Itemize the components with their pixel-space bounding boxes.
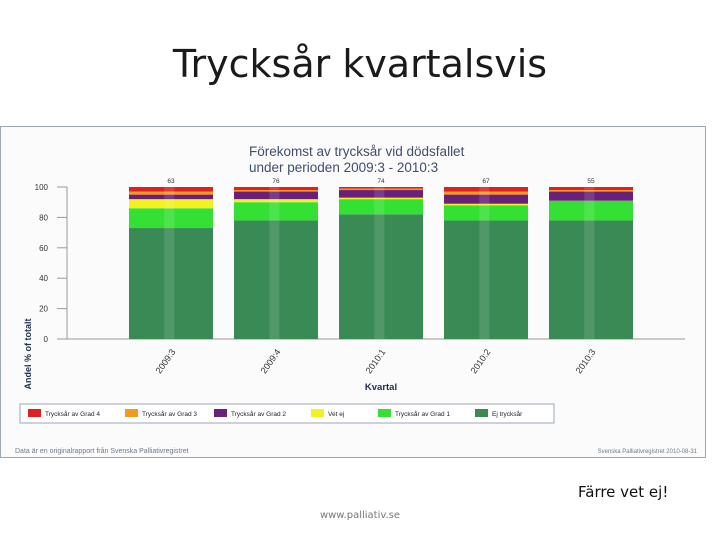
bar-segment xyxy=(234,202,318,221)
bar-segment xyxy=(444,220,528,339)
chart-panel: Förekomst av trycksår vid dödsfallet und… xyxy=(0,126,706,458)
bar-count-label: 55 xyxy=(587,178,595,185)
source-note: Data är en originalrapport från Svenska … xyxy=(15,447,189,455)
legend-label: Ej trycksår xyxy=(492,410,523,418)
stacked-bar-chart: Förekomst av trycksår vid dödsfallet und… xyxy=(1,127,705,457)
bar-segment xyxy=(234,187,318,191)
y-tick-label: 80 xyxy=(39,213,48,222)
bar-segment xyxy=(129,187,213,192)
legend-swatch xyxy=(214,409,227,417)
y-tick-label: 60 xyxy=(39,244,48,253)
bar-segment xyxy=(339,199,423,215)
bar-segment xyxy=(549,187,633,191)
bar-segment xyxy=(234,191,318,200)
legend-label: Trycksår av Grad 2 xyxy=(231,410,286,418)
bar-count-label: 74 xyxy=(377,178,385,185)
slide-note: Färre vet ej! xyxy=(578,483,669,501)
slide-footer: www.palliativ.se xyxy=(319,510,401,521)
y-tick-group: 0 20 40 60 80 100 xyxy=(35,183,67,344)
date-note: Svenska Palliativregistret 2010-08-31 xyxy=(598,449,698,455)
chart-title: Förekomst av trycksår vid dödsfallet xyxy=(249,144,465,159)
bar-segment xyxy=(234,199,318,203)
legend-box xyxy=(19,403,555,424)
bar-segment xyxy=(234,190,318,192)
bar-segment xyxy=(129,199,213,209)
bar-count-label: 63 xyxy=(167,178,175,185)
y-tick-label: 100 xyxy=(35,183,49,192)
bar-highlight xyxy=(164,187,175,339)
y-tick-label: 0 xyxy=(44,335,49,344)
y-axis-label: Andel % of totalt xyxy=(23,319,33,390)
legend-swatch xyxy=(28,409,41,417)
bar-segment xyxy=(339,214,423,339)
bar-segment xyxy=(549,191,633,201)
bar-segment xyxy=(234,220,318,339)
bar-count-label: 67 xyxy=(482,178,490,185)
bar-segment xyxy=(339,188,423,191)
legend-swatch xyxy=(125,409,138,417)
bar-count-label: 76 xyxy=(272,178,280,185)
bar-segment xyxy=(444,205,528,221)
legend-swatch xyxy=(378,409,391,417)
bar-segment xyxy=(129,191,213,195)
bar-segment xyxy=(339,187,423,189)
bar-segment xyxy=(549,200,633,221)
bar-segment xyxy=(129,194,213,200)
bar-segment xyxy=(444,194,528,204)
legend: Trycksår av Grad 4 Trycksår av Grad 3 Tryc… xyxy=(28,409,523,418)
bar-highlight xyxy=(269,187,280,339)
bar-segment xyxy=(129,208,213,229)
legend-swatch xyxy=(475,409,488,417)
bar-segment xyxy=(339,190,423,198)
legend-label: Trycksår av Grad 4 xyxy=(45,410,100,418)
bar-segment xyxy=(339,197,423,200)
bar-segment xyxy=(549,220,633,339)
slide-title: Trycksår kvartalsvis xyxy=(172,42,548,86)
legend-label: Vet ej xyxy=(328,411,344,418)
bar-segment xyxy=(549,190,633,192)
legend-label: Trycksår av Grad 3 xyxy=(142,410,197,418)
bars-group: 63 76 74 67 55 xyxy=(129,178,633,339)
x-axis-label: Kvartal xyxy=(365,382,397,393)
legend-swatch xyxy=(311,409,324,417)
legend-label: Trycksår av Grad 1 xyxy=(395,410,450,418)
chart-subtitle: under perioden 2009:3 - 2010:3 xyxy=(249,160,438,175)
bar-highlight xyxy=(584,187,595,339)
bar-highlight xyxy=(479,187,490,339)
y-tick-label: 20 xyxy=(39,305,48,314)
bar-highlight xyxy=(374,187,385,339)
bar-segment xyxy=(444,187,528,192)
y-tick-label: 40 xyxy=(39,274,48,283)
bar-segment xyxy=(129,228,213,339)
bar-segment xyxy=(444,191,528,195)
bar-segment xyxy=(444,203,528,206)
